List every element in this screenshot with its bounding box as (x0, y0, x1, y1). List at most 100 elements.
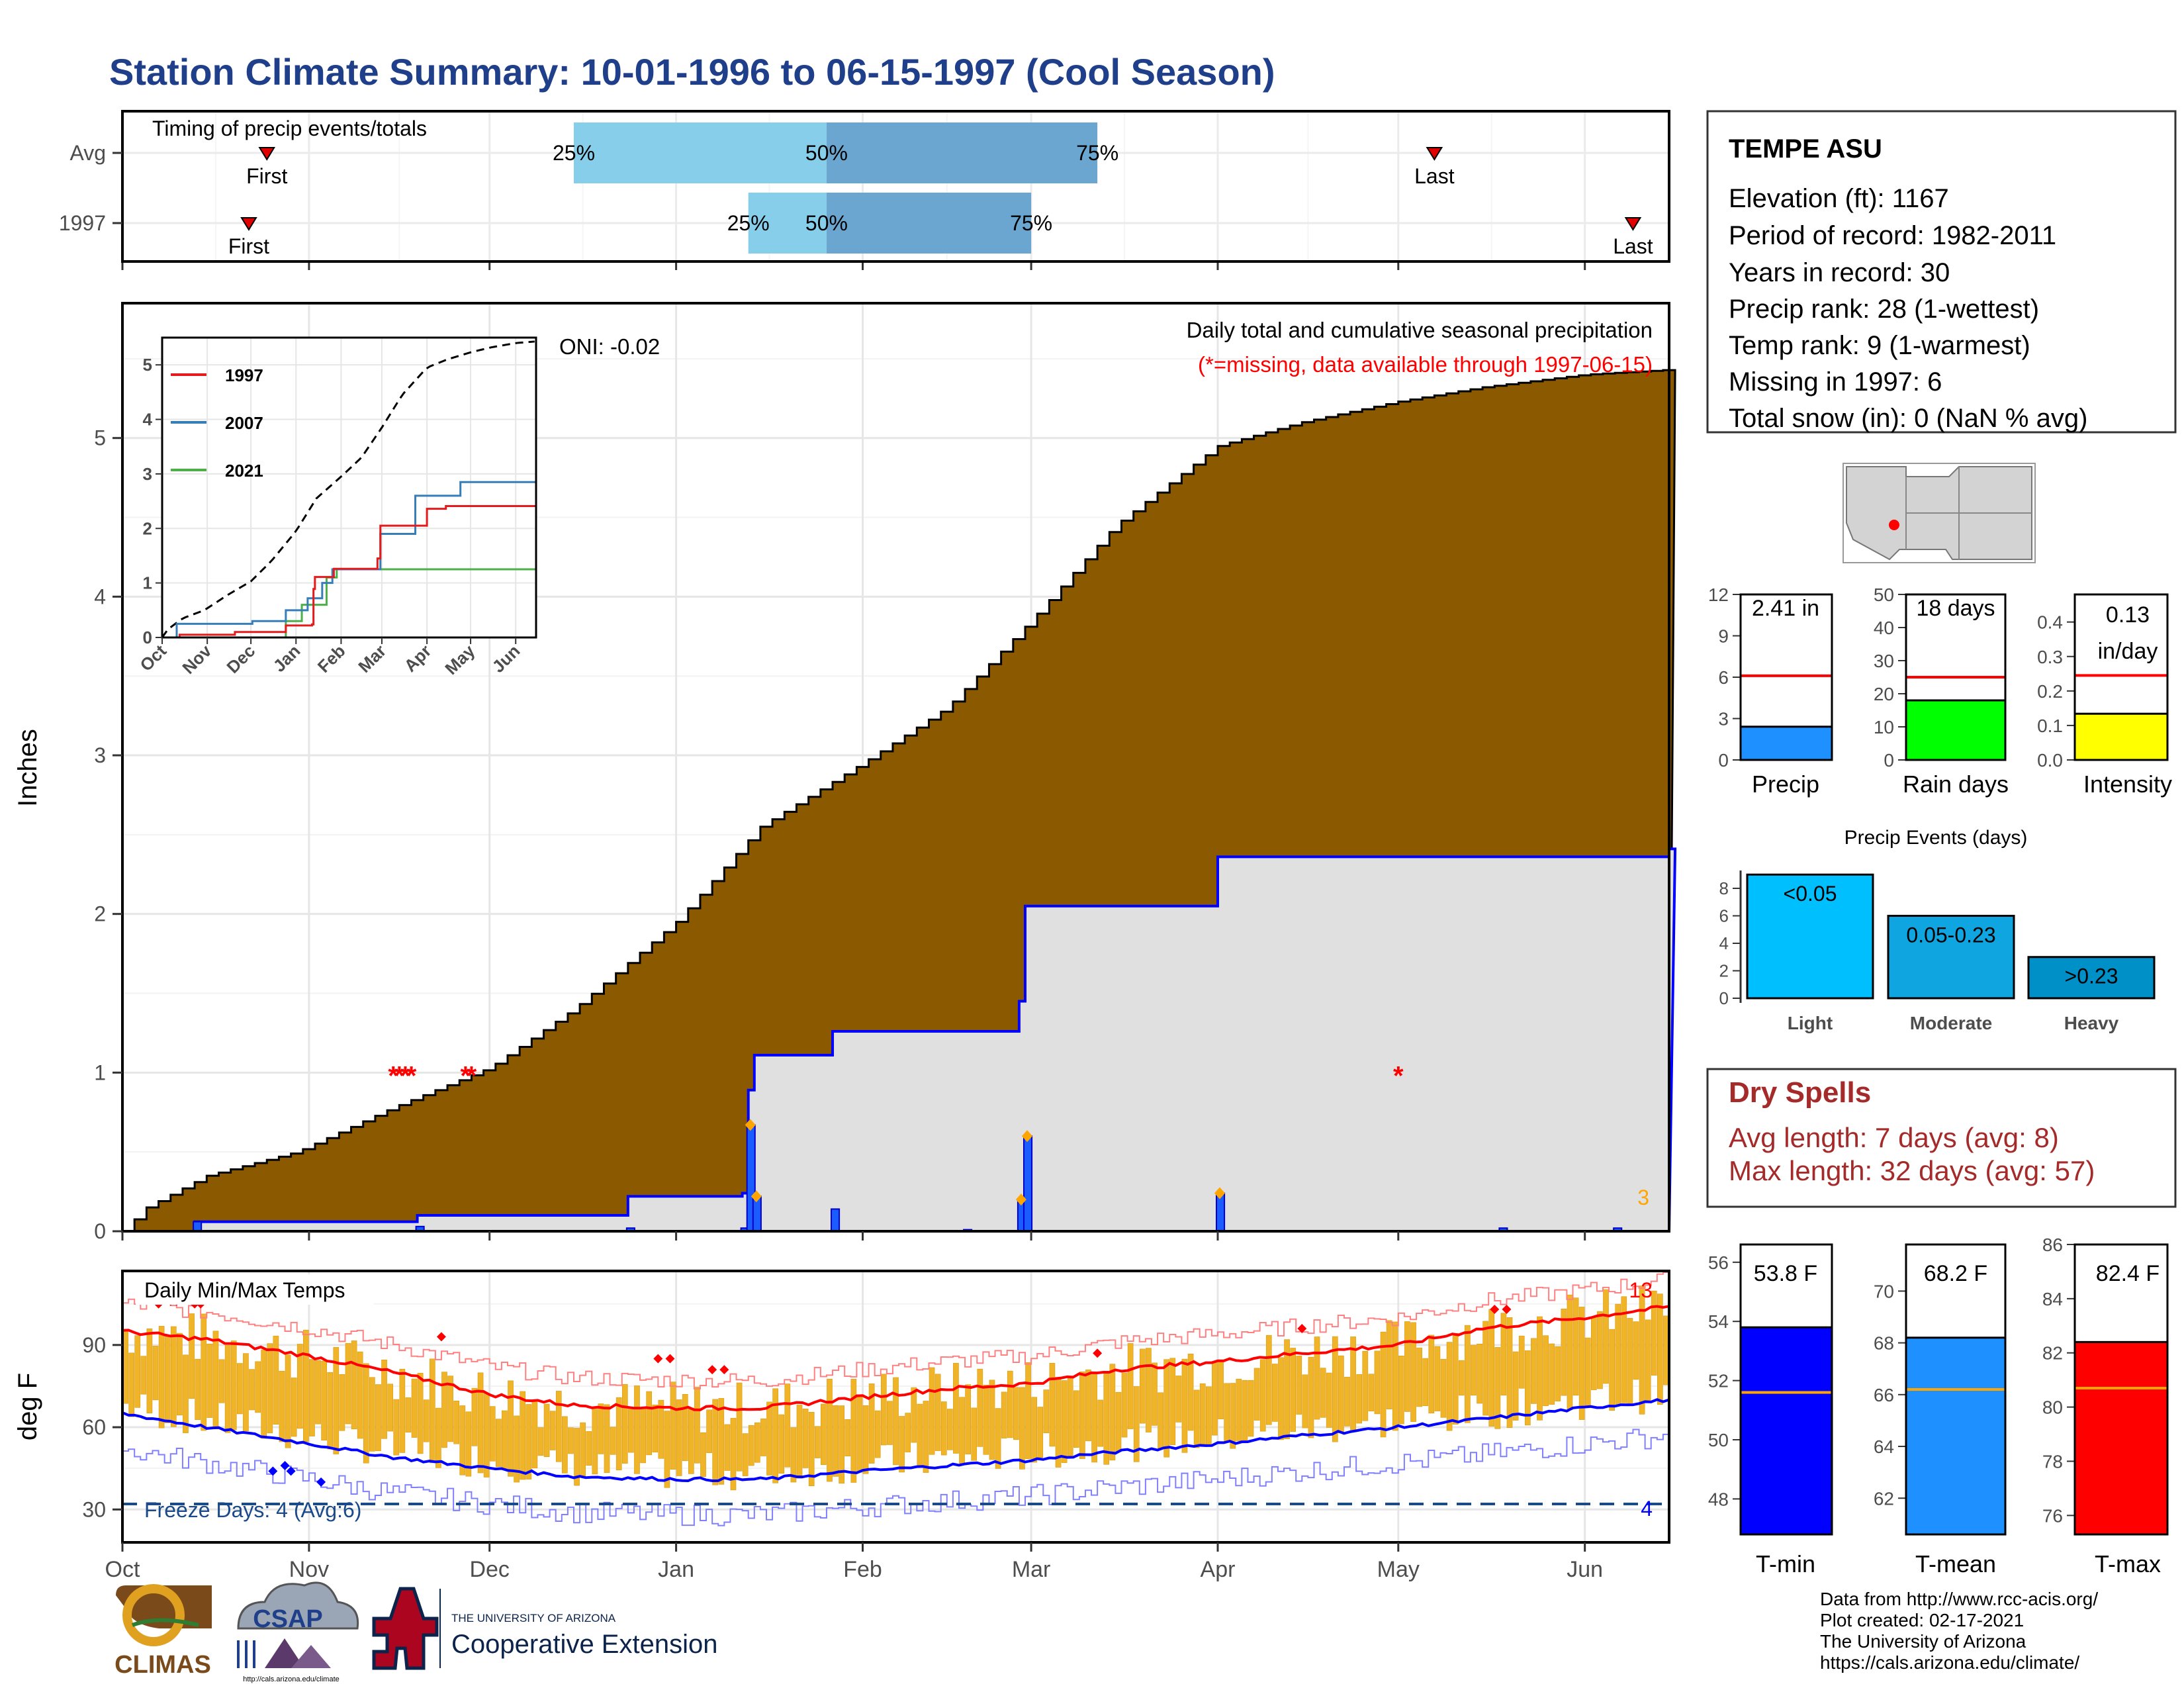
temp-daily-bar (1404, 1321, 1410, 1412)
temp-daily-bar (1055, 1377, 1062, 1468)
events-bar-label: <0.05 (1784, 882, 1837, 906)
temp-daily-bar (1073, 1390, 1079, 1448)
temp-daily-bar (1224, 1383, 1230, 1442)
temp-daily-bar (1043, 1389, 1050, 1434)
temp-summary-ytick-label: 86 (2042, 1235, 2063, 1255)
daily-precip-bar (831, 1208, 841, 1233)
temp-daily-bar (1434, 1346, 1441, 1411)
temp-daily-bar (700, 1432, 706, 1477)
temp-daily-bar (1097, 1399, 1104, 1447)
station-line-3: Years in record: 30 (1729, 258, 1950, 287)
temp-daily-bar (543, 1403, 550, 1458)
station-line-6: Missing in 1997: 6 (1729, 367, 1942, 397)
temp-daily-bar (827, 1378, 833, 1482)
temp-daily-bar (183, 1354, 189, 1433)
timing-last-label-avg: Last (1414, 164, 1455, 188)
temp-daily-bar (1338, 1355, 1344, 1434)
temp-daily-bar (615, 1397, 622, 1471)
summary-ytick-label: 10 (1874, 717, 1894, 737)
temp-daily-bar (423, 1399, 430, 1442)
temp-daily-bar (555, 1391, 562, 1462)
tmin-bar (1739, 1326, 1833, 1536)
temp-daily-bar (1013, 1387, 1019, 1440)
temp-daily-bar (508, 1380, 514, 1477)
temp-y-axis: 30 60 90 (82, 1333, 122, 1521)
temp-summary-ytick-label: 52 (1708, 1371, 1729, 1391)
temp-daily-bar (742, 1433, 749, 1476)
temp-daily-bar (224, 1345, 231, 1433)
temp-daily-bar (1500, 1313, 1507, 1396)
temp-daily-bar (152, 1346, 159, 1401)
temp-daily-bar (1079, 1371, 1085, 1459)
ua-extension-text: Cooperative Extension (451, 1630, 717, 1659)
temp-panel: 30 60 90 Oct Nov Dec Jan Feb Mar Apr May Jun deg F… (13, 1270, 1670, 1582)
station-location-dot (1889, 520, 1899, 530)
temp-daily-bar (158, 1326, 165, 1429)
temp-daily-bar (381, 1359, 387, 1439)
temp-daily-bar (134, 1335, 141, 1408)
temp-daily-bar (465, 1411, 472, 1477)
temp-daily-bar (206, 1343, 213, 1418)
temp-daily-bar (833, 1405, 839, 1477)
dry-spells-title: Dry Spells (1729, 1076, 1871, 1109)
temp-daily-bar (1061, 1380, 1068, 1463)
temp-daily-bar (682, 1394, 688, 1462)
temp-daily-bar (399, 1368, 406, 1453)
summary-ytick-label: 40 (1874, 618, 1894, 638)
footer-credits: Data from http://www.rcc-acis.org/ Plot … (1820, 1589, 2098, 1673)
station-line-1: Elevation (ft): 1167 (1729, 184, 1949, 213)
temp-summary-ytick-label: 54 (1708, 1311, 1729, 1332)
temp-daily-bar (128, 1352, 134, 1417)
temp-daily-bar (1278, 1357, 1284, 1440)
temp-summary-ytick-label: 70 (1874, 1281, 1894, 1301)
avg-tmin-line (122, 1398, 1670, 1483)
temp-summary-tmax: 76 78 80 82 84 86 82.4 F T-max (2042, 1235, 2169, 1577)
timing-bands (574, 122, 1098, 254)
inset-legend-2007: 2007 (225, 413, 263, 433)
temp-daily-bar (983, 1384, 989, 1455)
dry-spells-max: Max length: 32 days (avg: 57) (1729, 1155, 2095, 1186)
summary-ytick-label: 9 (1718, 626, 1729, 647)
temp-daily-bar (1218, 1360, 1224, 1419)
temp-daily-bar (1494, 1347, 1501, 1429)
temp-daily-bar (1584, 1337, 1591, 1407)
summary-ytick-label: 20 (1874, 684, 1894, 704)
temp-daily-bar (177, 1333, 183, 1416)
inset-ytick-label: 3 (143, 464, 152, 484)
temp-daily-bar (1578, 1307, 1585, 1420)
temp-daily-bar (923, 1401, 929, 1473)
freeze-count: 4 (1641, 1497, 1653, 1521)
temp-daily-bar (676, 1399, 682, 1476)
temp-daily-bar (940, 1401, 947, 1456)
precip-annotation: Daily total and cumulative seasonal prec… (1187, 318, 1653, 342)
temp-daily-bar (201, 1313, 207, 1431)
temp-daily-bar (790, 1427, 797, 1483)
temp-summary-ytick-label: 66 (1874, 1385, 1894, 1405)
events-ytick-label: 0 (1719, 988, 1729, 1008)
temp-daily-bar (1428, 1335, 1435, 1414)
temp-daily-bar (1253, 1368, 1260, 1421)
footer-line-3: The University of Arizona (1820, 1631, 2026, 1652)
temp-daily-bar (1242, 1380, 1248, 1441)
tmean-bar (1905, 1336, 2007, 1536)
timing-row-1997: 1997 (59, 211, 106, 235)
daily-precip-bar (1215, 1192, 1226, 1233)
temp-daily-bar (1296, 1356, 1302, 1415)
tmin-value: 53.8 F (1754, 1261, 1817, 1286)
temp-daily-bar (1284, 1339, 1290, 1440)
footer-line-4: https://cals.arizona.edu/climate/ (1820, 1652, 2079, 1673)
precip-events-title: Precip Events (days) (1844, 827, 2028, 849)
record-high-mark (707, 1365, 717, 1375)
temp-summary-ytick-label: 62 (1874, 1488, 1894, 1509)
temp-daily-bar (1416, 1347, 1422, 1407)
missing-day-mark: * (400, 1061, 411, 1090)
temp-summary-tmin: 48 50 52 54 56 53.8 F T-min (1708, 1243, 1833, 1577)
summary-rain-days-label: Rain days (1903, 771, 2009, 798)
temp-daily-bar (971, 1407, 978, 1461)
temp-daily-bar (1555, 1346, 1561, 1401)
temp-daily-bar (664, 1411, 670, 1488)
temp-daily-bar (1471, 1344, 1477, 1396)
temp-daily-bar (652, 1405, 659, 1453)
temp-daily-bar (1230, 1383, 1236, 1449)
temp-daily-bar (285, 1354, 291, 1448)
